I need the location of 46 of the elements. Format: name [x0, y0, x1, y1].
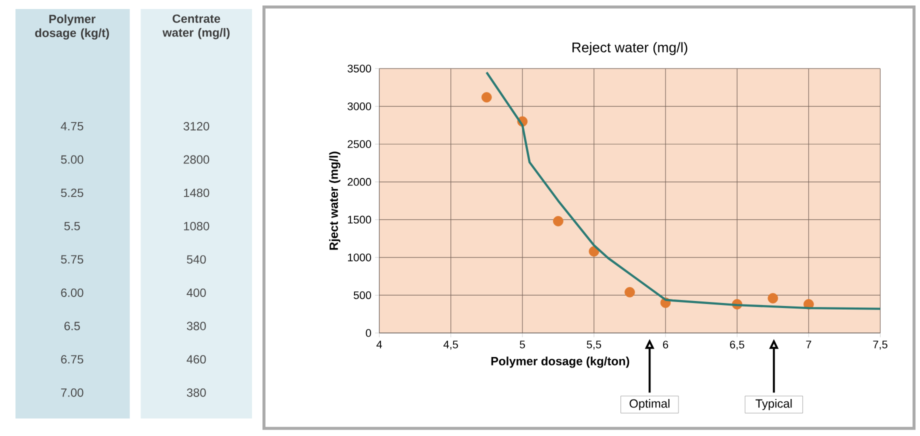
y-tick-label: 3000: [348, 102, 372, 110]
text: 1080: [184, 222, 210, 230]
text: Polymer dosage (kg/t): [35, 14, 109, 40]
x-tick-label: 7: [806, 340, 812, 348]
text: 7.00: [61, 388, 84, 397]
chart-title: Reject water (mg/l): [572, 42, 688, 55]
text: Centrate water (mg/l): [162, 14, 230, 40]
x-tick-label: 6,5: [730, 340, 744, 350]
x-tick-label: 7,5: [873, 340, 888, 350]
x-tick-label: 5,5: [586, 340, 602, 350]
text: 5.75: [61, 255, 84, 264]
y-axis-title: Rject water (mg/l): [329, 152, 340, 250]
text: 460: [186, 354, 206, 364]
text: 380: [186, 388, 206, 397]
text: Typical: [756, 398, 792, 410]
text: 3120: [184, 122, 210, 130]
x-axis-title: Polymer dosage (kg/ton): [491, 356, 630, 368]
y-tick-label: 1000: [348, 253, 372, 262]
point: [768, 292, 778, 304]
x-tick-label: 5: [520, 340, 525, 348]
y-tick-label: 3500: [348, 64, 372, 72]
point: [624, 286, 635, 298]
point: [553, 216, 564, 226]
point: [481, 92, 492, 102]
x-tick-label: 4,5: [443, 340, 458, 350]
text: 6.5: [64, 322, 80, 330]
y-tick-label: 0: [366, 328, 372, 337]
x-tick-label: 4: [376, 340, 382, 348]
y-tick-label: 2500: [348, 140, 372, 148]
y-tick-label: 500: [354, 291, 372, 299]
y-tick-label: 1500: [348, 216, 372, 224]
text: 380: [186, 322, 206, 330]
line-series: [486, 71, 882, 310]
text: Optimal: [630, 398, 670, 410]
text: 400: [186, 288, 206, 297]
text: 5.00: [61, 155, 84, 164]
y-tick-label: 2000: [348, 178, 372, 186]
text: 540: [186, 255, 206, 264]
text: 4.75: [60, 122, 84, 130]
x-tick-label: 6: [663, 340, 668, 348]
text: 6.00: [61, 288, 84, 297]
text: 5.5: [64, 222, 80, 230]
text: 2800: [184, 155, 210, 164]
text: 5.25: [61, 188, 84, 197]
text: 1480: [184, 188, 210, 197]
text: 6.75: [61, 354, 84, 364]
